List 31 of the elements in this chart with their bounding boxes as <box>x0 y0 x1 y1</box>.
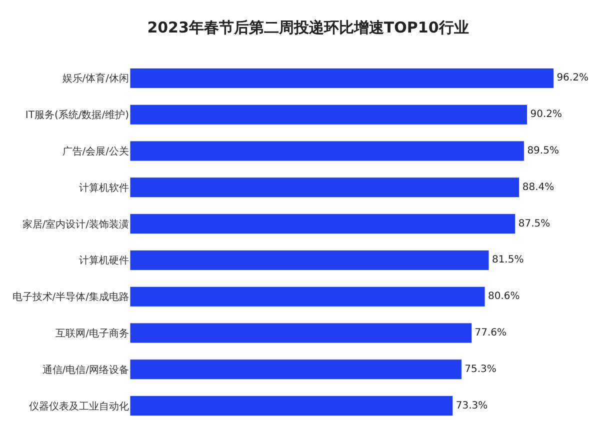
y-tick-label: 仪器仪表及工业自动化 <box>29 400 129 412</box>
data-label: 89.5% <box>527 146 559 156</box>
data-label: 88.4% <box>522 182 554 193</box>
bar <box>130 322 472 344</box>
bar <box>130 359 462 380</box>
data-label: 90.2% <box>530 109 562 120</box>
y-tick-label: 互联网/电子商务 <box>56 328 129 340</box>
data-label: 81.5% <box>492 254 524 266</box>
data-label: 96.2% <box>556 72 588 84</box>
y-tick-label: 计算机硬件 <box>79 254 129 267</box>
data-label: 73.3% <box>456 400 488 412</box>
y-tick-label: 电子技术/半导体/集成电路 <box>12 291 129 304</box>
bar <box>130 140 524 162</box>
bar <box>130 286 486 307</box>
y-tick-label: 家居/室内设计/装饰装潢 <box>22 218 129 230</box>
data-label: 80.6% <box>488 291 520 302</box>
bar <box>130 104 528 125</box>
y-tick-label: 广告/会展/公关 <box>62 146 129 158</box>
bar <box>130 214 516 234</box>
bar <box>130 177 520 198</box>
chart-title: 2023年春节后第二周投递环比增速TOP10行业 <box>147 18 469 37</box>
y-tick-label: 娱乐/体育/休闲 <box>62 72 129 85</box>
data-label: 87.5% <box>518 218 550 230</box>
y-tick-label: 计算机软件 <box>79 182 129 194</box>
data-label: 75.3% <box>464 364 496 375</box>
y-tick-label: 通信/电信/网络设备 <box>42 364 129 376</box>
bar <box>130 68 554 88</box>
data-label: 77.6% <box>474 328 507 338</box>
y-tick-label: IT服务(系统/数据/维护) <box>25 109 130 122</box>
bar <box>130 250 490 270</box>
bar <box>130 396 454 416</box>
